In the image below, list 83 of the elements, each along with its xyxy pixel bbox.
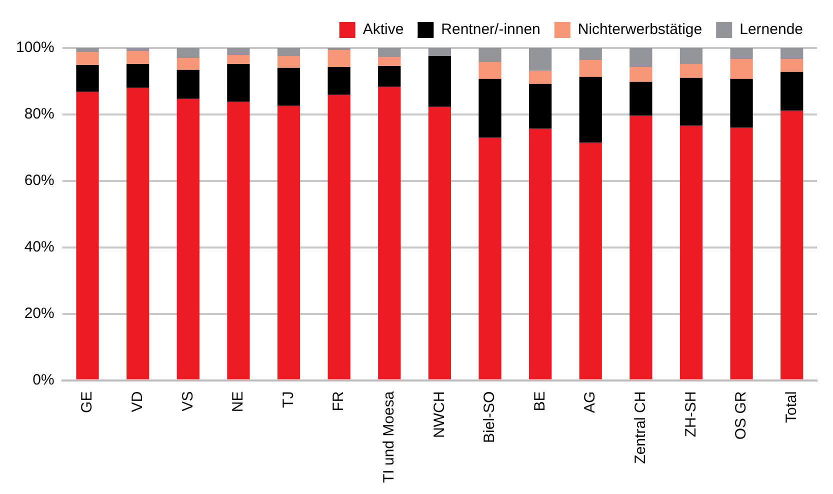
bar	[478, 138, 502, 380]
x-tick-label: OS GR	[732, 391, 750, 440]
x-tick-label: Biel-SO	[481, 391, 498, 443]
y-tick-label: 100%	[16, 39, 54, 56]
bar	[76, 92, 99, 380]
bar	[176, 58, 200, 70]
bar	[579, 60, 602, 77]
bar	[378, 56, 401, 66]
bar	[780, 58, 804, 72]
bar	[680, 48, 703, 64]
bar	[126, 64, 150, 88]
bar	[680, 78, 703, 126]
bar	[630, 82, 652, 116]
bar	[277, 56, 300, 68]
bar	[176, 70, 200, 99]
bar	[176, 98, 200, 380]
bar	[328, 94, 350, 380]
x-tick-label: ZH-SH	[682, 391, 700, 438]
bar	[428, 48, 451, 56]
x-tick-label: AG	[582, 391, 599, 413]
y-tick-label: 40%	[24, 238, 54, 256]
bar	[227, 64, 250, 102]
y-tick-label: 0%	[32, 371, 54, 388]
bar	[227, 48, 250, 55]
bar	[76, 48, 99, 52]
bar	[277, 68, 300, 106]
bar	[126, 50, 150, 64]
bar	[176, 48, 200, 58]
bar	[730, 78, 753, 128]
bar	[277, 106, 300, 380]
bar	[328, 66, 350, 95]
bar	[630, 116, 652, 380]
bar	[478, 48, 502, 62]
x-tick-label: Total	[782, 391, 800, 423]
legend-label: Rentner/-innen	[441, 21, 540, 38]
legend-label: Aktive	[362, 21, 404, 38]
bar	[378, 66, 401, 87]
x-tick-label: TJ	[280, 391, 297, 408]
bar	[227, 54, 250, 64]
bar	[378, 48, 401, 57]
y-tick-label: 80%	[24, 106, 54, 123]
x-tick-label: TI und Moesa	[380, 390, 398, 484]
x-tick-label: BE	[531, 391, 548, 412]
bar	[730, 128, 753, 380]
x-tick-label: NE	[230, 391, 247, 412]
bar	[630, 66, 652, 82]
bar	[730, 58, 753, 79]
bar	[378, 86, 401, 380]
bar	[780, 110, 804, 380]
bar	[579, 76, 602, 143]
bar	[277, 48, 300, 56]
x-tick-label: Zentral CH	[632, 391, 650, 464]
bar	[680, 126, 703, 380]
bar	[328, 50, 350, 67]
bar	[227, 102, 250, 380]
bar	[780, 72, 804, 111]
bar	[428, 56, 451, 107]
bar	[478, 62, 502, 79]
bar	[528, 70, 552, 84]
bar	[428, 106, 451, 380]
bar	[76, 64, 99, 92]
bar	[528, 128, 552, 380]
x-tick-label: FR	[330, 391, 348, 412]
bar	[528, 84, 552, 129]
y-tick-label: 20%	[24, 304, 54, 322]
bar	[528, 48, 552, 71]
x-tick-label: NWCH	[430, 391, 448, 438]
legend-label: Lernende	[740, 21, 804, 38]
x-tick-label: GE	[78, 391, 96, 413]
bar	[730, 48, 753, 59]
bar	[630, 48, 652, 67]
legend-label: Nichterwerbstätige	[578, 21, 702, 38]
x-tick-label: VS	[179, 391, 196, 412]
y-tick-label: 60%	[24, 172, 54, 190]
bar	[680, 64, 703, 78]
x-tick-label: VD	[128, 391, 146, 412]
bar	[579, 142, 602, 380]
bar	[579, 48, 602, 60]
bar	[780, 48, 804, 59]
bar	[126, 88, 150, 380]
bar	[76, 52, 99, 65]
bar	[478, 78, 502, 138]
bar	[126, 48, 150, 51]
